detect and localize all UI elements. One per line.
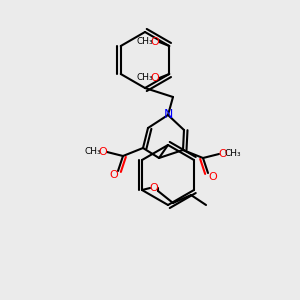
Text: O: O: [150, 183, 158, 193]
Text: O: O: [110, 170, 118, 180]
Text: N: N: [163, 109, 173, 122]
Text: O: O: [219, 149, 227, 159]
Text: CH₃: CH₃: [137, 38, 154, 46]
Text: O: O: [151, 37, 160, 47]
Text: CH₃: CH₃: [137, 74, 154, 82]
Text: CH₃: CH₃: [85, 148, 101, 157]
Text: CH₃: CH₃: [225, 149, 241, 158]
Text: O: O: [99, 147, 107, 157]
Text: O: O: [151, 73, 160, 83]
Text: O: O: [208, 172, 217, 182]
